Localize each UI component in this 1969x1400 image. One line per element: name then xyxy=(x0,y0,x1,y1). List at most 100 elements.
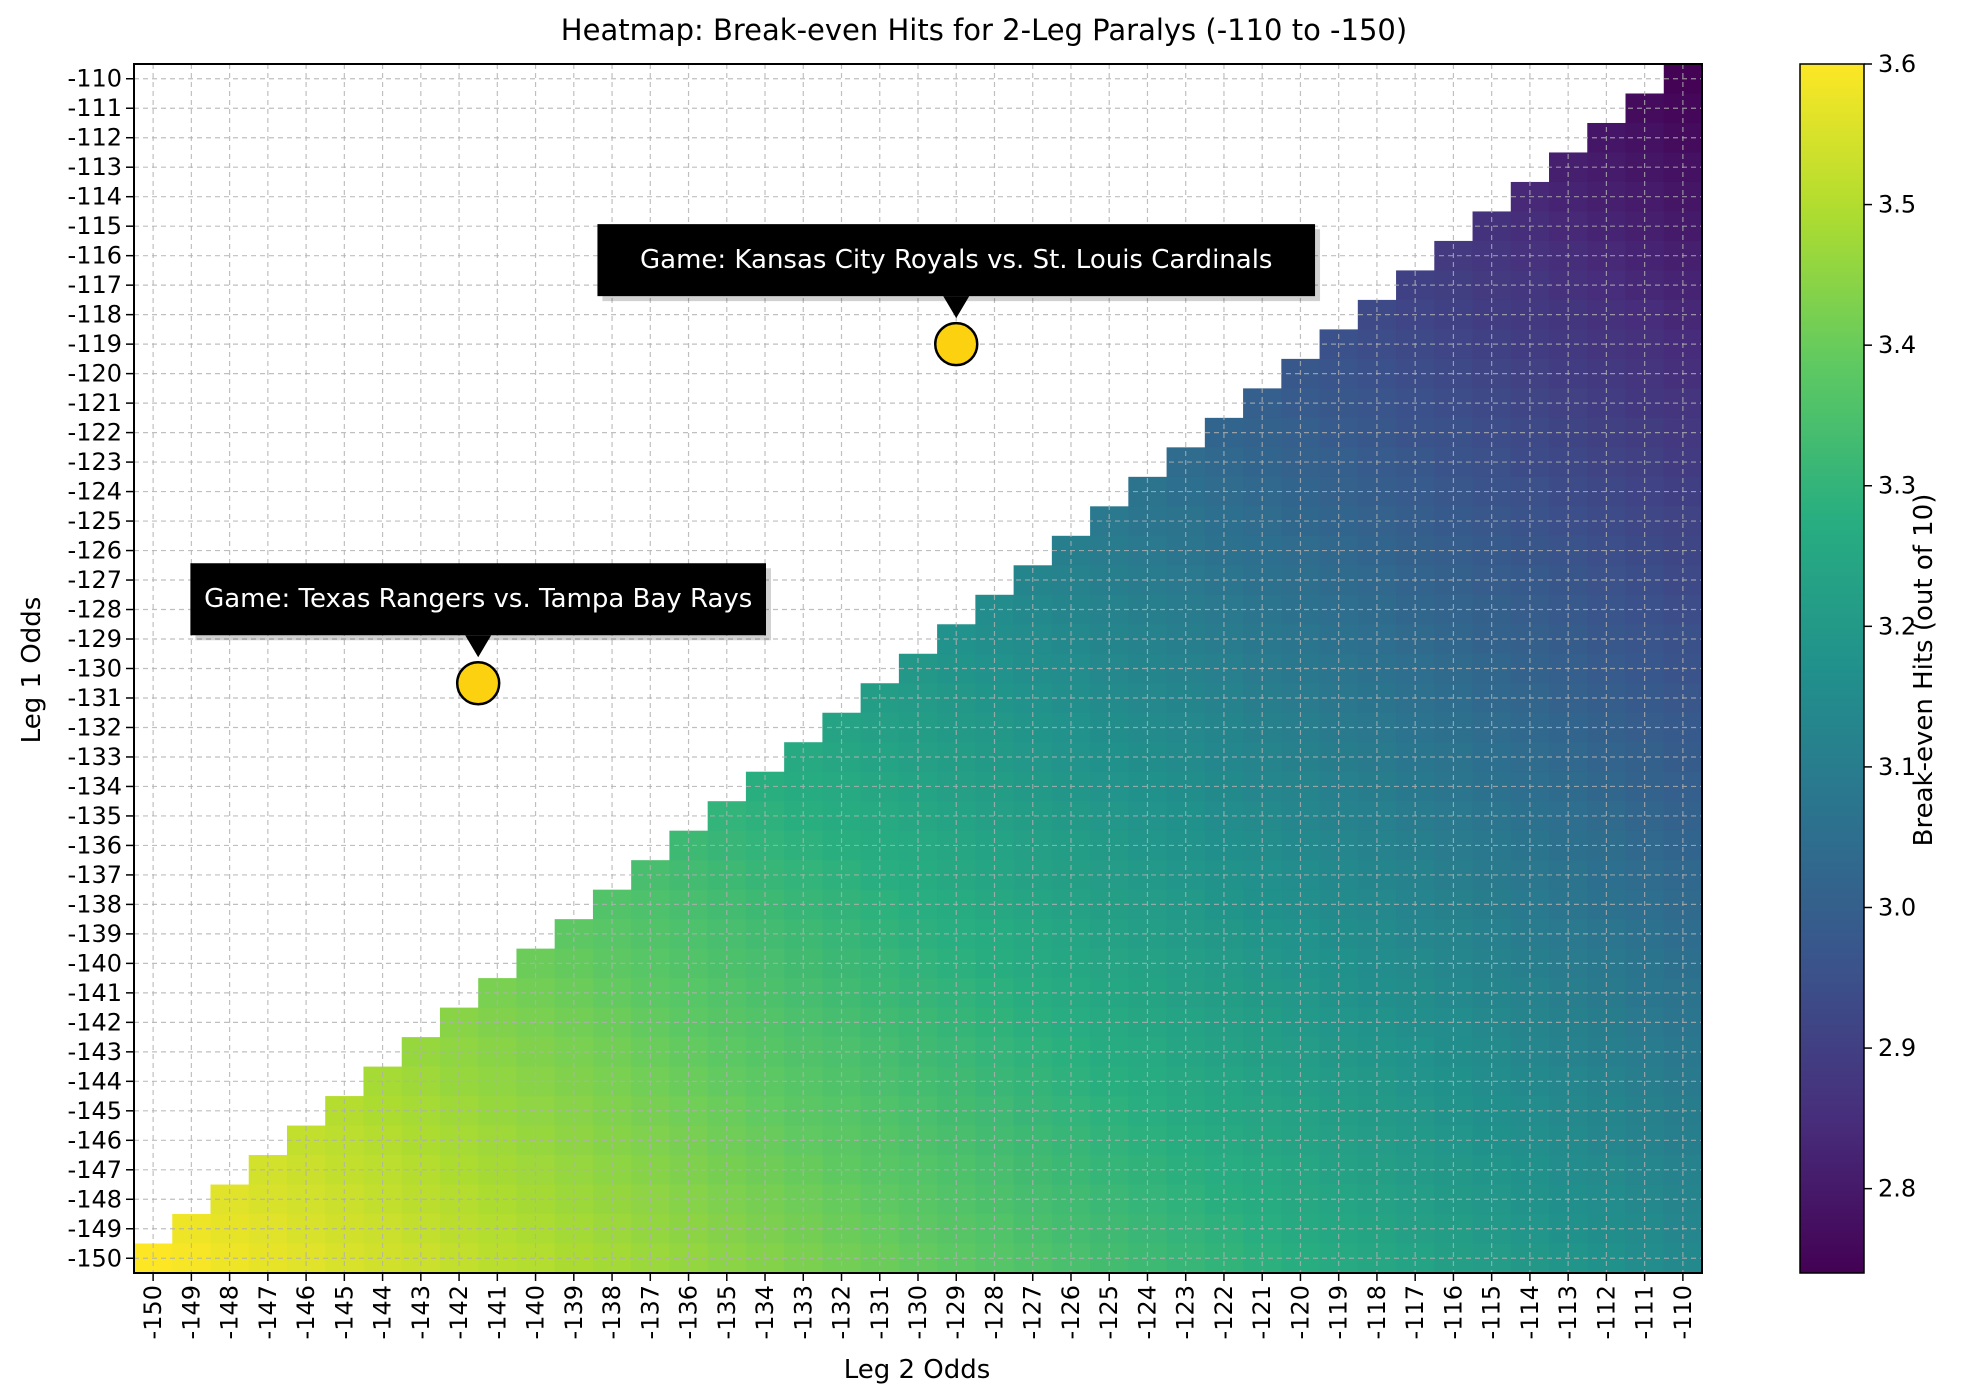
colorbar-gradient xyxy=(1799,63,1865,1274)
y-tick-label: -141 xyxy=(68,979,122,1007)
x-tick-label: -142 xyxy=(445,1285,473,1339)
y-axis-label: Leg 1 Odds xyxy=(17,597,47,744)
x-tick-label: -130 xyxy=(904,1285,932,1339)
x-tick-label: -139 xyxy=(560,1285,588,1339)
x-tick-label: -143 xyxy=(407,1285,435,1339)
x-tick-label: -131 xyxy=(866,1285,894,1339)
x-tick-label: -128 xyxy=(980,1285,1008,1339)
x-tick-label: -125 xyxy=(1095,1285,1123,1339)
x-tick-label: -144 xyxy=(369,1285,397,1339)
y-tick-label: -117 xyxy=(68,271,122,299)
callout-label: Game: Texas Rangers vs. Tampa Bay Rays xyxy=(204,584,752,614)
x-tick-label: -111 xyxy=(1631,1285,1659,1339)
x-tick-label: -115 xyxy=(1478,1285,1506,1339)
x-tick-label: -129 xyxy=(942,1285,970,1339)
y-tick-label: -126 xyxy=(68,537,122,565)
callout-box xyxy=(597,224,1316,297)
colorbar-tick-label: 3.0 xyxy=(1878,893,1916,921)
x-tick-label: -120 xyxy=(1286,1285,1314,1339)
y-tick-label: -118 xyxy=(68,301,122,329)
x-tick-label: -133 xyxy=(789,1285,817,1339)
callout: Game: Kansas City Royals vs. St. Louis C… xyxy=(597,224,1321,367)
y-tick-label: -112 xyxy=(68,124,122,152)
x-tick-label: -141 xyxy=(483,1285,511,1339)
grid-lines xyxy=(134,64,1702,1273)
y-tick-label: -122 xyxy=(68,419,122,447)
x-tick-label: -121 xyxy=(1248,1285,1276,1339)
y-tick-label: -143 xyxy=(68,1038,122,1066)
x-tick-label: -149 xyxy=(177,1285,205,1339)
chart-title: Heatmap: Break-even Hits for 2-Leg Paral… xyxy=(561,13,1407,47)
y-tick-label: -150 xyxy=(68,1244,122,1272)
y-tick-label: -133 xyxy=(68,743,122,771)
y-tick-label: -121 xyxy=(68,389,122,417)
y-tick-label: -115 xyxy=(68,212,122,240)
y-tick-label: -135 xyxy=(68,802,122,830)
x-tick-label: -150 xyxy=(139,1285,167,1339)
colorbar-tick-label: 3.5 xyxy=(1878,191,1916,219)
callout-box xyxy=(190,563,766,636)
x-axis-label: Leg 2 Odds xyxy=(844,1355,991,1385)
x-tick-label: -145 xyxy=(330,1285,358,1339)
y-tick-label: -132 xyxy=(68,713,122,741)
y-tick-label: -134 xyxy=(68,772,122,800)
y-tick-label: -111 xyxy=(68,94,122,122)
colorbar: 2.8 2.9 3.0 3.1 3.2 3.3 3.4 3.5 3.6 xyxy=(1799,50,1916,1274)
y-tick-label: -125 xyxy=(68,507,122,535)
x-tick-label: -124 xyxy=(1133,1285,1161,1339)
x-tick-label: -132 xyxy=(828,1285,856,1339)
x-tick-label: -122 xyxy=(1210,1285,1238,1339)
colorbar-tick-label: 2.8 xyxy=(1878,1175,1916,1203)
y-tick-label: -128 xyxy=(68,596,122,624)
y-tick-label: -114 xyxy=(68,183,122,211)
y-tick-label: -131 xyxy=(68,684,122,712)
callout-pointer xyxy=(465,635,492,658)
y-tick-label: -142 xyxy=(68,1008,122,1036)
x-tick-label: -137 xyxy=(636,1285,664,1339)
x-tick-label: -114 xyxy=(1516,1285,1544,1339)
colorbar-tick-label: 3.1 xyxy=(1878,753,1916,781)
x-tick-label: -140 xyxy=(522,1285,550,1339)
callout: Game: Texas Rangers vs. Tampa Bay Rays xyxy=(190,563,771,706)
x-tick-label: -134 xyxy=(751,1285,779,1339)
callout-pointer xyxy=(943,296,970,319)
x-tick-label: -148 xyxy=(216,1285,244,1339)
y-tick-label: -140 xyxy=(68,949,122,977)
y-tick-label: -120 xyxy=(68,360,122,388)
colorbar-tick-label: 3.4 xyxy=(1878,331,1916,359)
y-tick-label: -148 xyxy=(68,1185,122,1213)
y-tick-label: -146 xyxy=(68,1126,122,1154)
y-tick-label: -130 xyxy=(68,655,122,683)
y-tick-label: -144 xyxy=(68,1067,122,1095)
x-tick-label: -146 xyxy=(292,1285,320,1339)
y-tick-label: -149 xyxy=(68,1215,122,1243)
y-tick-label: -116 xyxy=(68,242,122,270)
x-tick-label: -117 xyxy=(1401,1285,1429,1339)
x-axis-ticks: -150 -149 -148 -147 -146 -145 -144 -143 -142 -141… xyxy=(139,1273,1697,1339)
y-tick-label: -123 xyxy=(68,448,122,476)
y-tick-label: -136 xyxy=(68,831,122,859)
x-tick-label: -113 xyxy=(1554,1285,1582,1339)
x-tick-label: -123 xyxy=(1172,1285,1200,1339)
x-tick-label: -147 xyxy=(254,1285,282,1339)
game-marker xyxy=(933,321,979,367)
x-tick-label: -136 xyxy=(675,1285,703,1339)
x-tick-label: -138 xyxy=(598,1285,626,1339)
x-tick-label: -127 xyxy=(1019,1285,1047,1339)
x-tick-label: -112 xyxy=(1592,1285,1620,1339)
colorbar-tick-label: 2.9 xyxy=(1878,1034,1916,1062)
x-tick-label: -116 xyxy=(1439,1285,1467,1339)
colorbar-label: Break-even Hits (out of 10) xyxy=(1909,494,1939,847)
colorbar-tick-label: 3.3 xyxy=(1878,472,1916,500)
y-tick-label: -139 xyxy=(68,920,122,948)
y-tick-label: -119 xyxy=(68,330,122,358)
y-tick-label: -129 xyxy=(68,625,122,653)
y-tick-label: -147 xyxy=(68,1156,122,1184)
y-tick-label: -145 xyxy=(68,1097,122,1125)
y-tick-label: -137 xyxy=(68,861,122,889)
y-tick-label: -113 xyxy=(68,153,122,181)
colorbar-tick-label: 3.2 xyxy=(1878,612,1916,640)
x-tick-label: -110 xyxy=(1669,1285,1697,1339)
y-tick-label: -127 xyxy=(68,566,122,594)
